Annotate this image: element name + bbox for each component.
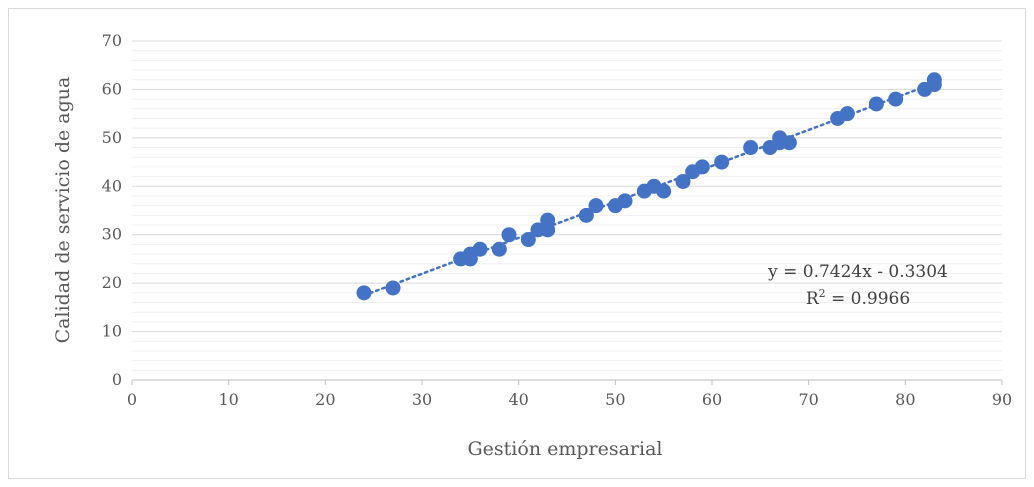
y-tick-label: 40 bbox=[102, 176, 122, 195]
data-point bbox=[588, 198, 604, 214]
data-point bbox=[675, 173, 691, 189]
x-tick-label: 30 bbox=[412, 390, 432, 409]
y-tick-label: 70 bbox=[102, 31, 122, 50]
data-point bbox=[578, 207, 594, 223]
data-point bbox=[540, 212, 556, 228]
y-tick-label: 20 bbox=[102, 273, 122, 292]
x-tick-label: 50 bbox=[605, 390, 625, 409]
points-group bbox=[356, 72, 942, 301]
y-tick-label: 50 bbox=[102, 128, 122, 147]
x-tick-labels: 0 10 20 30 40 50 60 70 80 90 bbox=[127, 390, 1012, 409]
chart-frame bbox=[8, 8, 1026, 479]
x-tick-label: 70 bbox=[798, 390, 818, 409]
data-point bbox=[520, 232, 536, 248]
data-point bbox=[356, 285, 372, 301]
data-point bbox=[694, 159, 710, 175]
data-point bbox=[714, 154, 730, 170]
data-point bbox=[472, 241, 488, 257]
x-tick-label: 0 bbox=[127, 390, 137, 409]
y-tick-label: 0 bbox=[112, 370, 122, 389]
x-tick-label: 20 bbox=[315, 390, 335, 409]
data-point bbox=[491, 241, 507, 257]
r-squared-label: R2 = 0.9966 bbox=[806, 287, 910, 309]
x-tick-label: 60 bbox=[702, 390, 722, 409]
x-tick-label: 80 bbox=[895, 390, 915, 409]
x-tick-label: 10 bbox=[218, 390, 238, 409]
r-squared-value: = 0.9966 bbox=[826, 289, 911, 309]
data-point bbox=[926, 72, 942, 88]
data-point bbox=[839, 106, 855, 122]
data-point bbox=[617, 193, 633, 209]
x-tick-label: 40 bbox=[508, 390, 528, 409]
y-tick-label: 30 bbox=[102, 225, 122, 244]
data-point bbox=[385, 280, 401, 296]
data-point bbox=[868, 96, 884, 112]
y-axis-label: Calidad de servicio de agua bbox=[52, 77, 74, 344]
y-tick-label: 10 bbox=[102, 322, 122, 341]
x-tick-label: 90 bbox=[992, 390, 1012, 409]
trendline-equation: y = 0.7424x - 0.3304 bbox=[767, 262, 948, 282]
y-tick-label: 60 bbox=[102, 79, 122, 98]
data-point bbox=[501, 227, 517, 243]
r-squared-superscript: 2 bbox=[819, 287, 826, 300]
data-point bbox=[743, 140, 759, 156]
data-point bbox=[656, 183, 672, 199]
data-point bbox=[781, 135, 797, 151]
grid bbox=[131, 40, 1003, 385]
x-axis-label: Gestión empresarial bbox=[468, 438, 663, 460]
r-squared-prefix: R bbox=[806, 289, 820, 309]
data-point bbox=[888, 91, 904, 107]
y-tick-labels: 0 10 20 30 40 50 60 70 bbox=[102, 31, 122, 389]
